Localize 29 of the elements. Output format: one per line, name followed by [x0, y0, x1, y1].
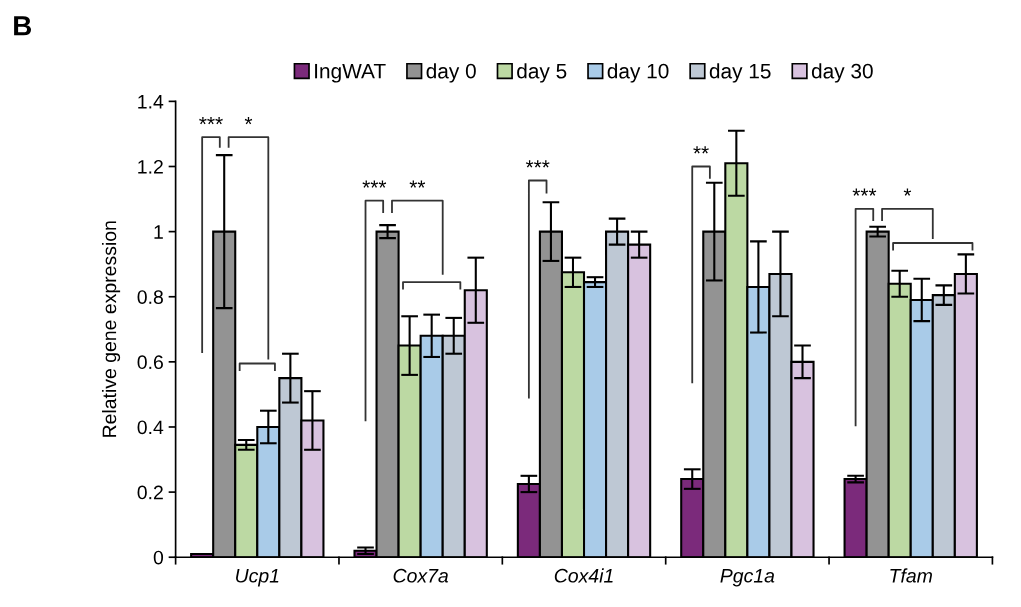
- annotation: *: [244, 116, 253, 125]
- text: B: [14, 16, 32, 36]
- legend-label: day 5: [517, 63, 567, 83]
- legend-label: day 0: [426, 63, 476, 83]
- x-tick-label: Pgc1a: [720, 569, 775, 587]
- annotation: ***: [852, 188, 877, 196]
- y-tick-label: 1: [154, 225, 163, 239]
- annotation: **: [409, 180, 426, 188]
- legend-label: day 30: [811, 63, 873, 83]
- legend-label: day 15: [709, 63, 771, 83]
- y-tick-label: 0.8: [137, 290, 163, 304]
- annotation: ***: [362, 180, 387, 188]
- y-tick-label: 0: [153, 550, 164, 565]
- annotation: *: [903, 188, 912, 196]
- y-tick-label: 0.6: [137, 355, 163, 370]
- x-tick-label: Tfam: [890, 568, 932, 583]
- annotation: ***: [199, 116, 223, 125]
- x-tick-label: Ucp1: [236, 569, 279, 587]
- y-tick-label: 1.4: [138, 95, 164, 109]
- legend-label: IngWAT: [315, 63, 386, 83]
- y-tick-label: 1.2: [138, 159, 163, 174]
- legend-label: day 10: [607, 63, 669, 83]
- x-tick-label: Cox4i1: [554, 568, 613, 583]
- y-tick-label: 0.4: [137, 420, 164, 435]
- x-tick-label: Cox7a: [393, 568, 449, 583]
- annotation: ***: [525, 160, 550, 168]
- annotation: **: [693, 146, 709, 154]
- y-tick-label: 0.2: [137, 485, 163, 500]
- y-axis-title: Relative gene expression: [101, 221, 121, 437]
